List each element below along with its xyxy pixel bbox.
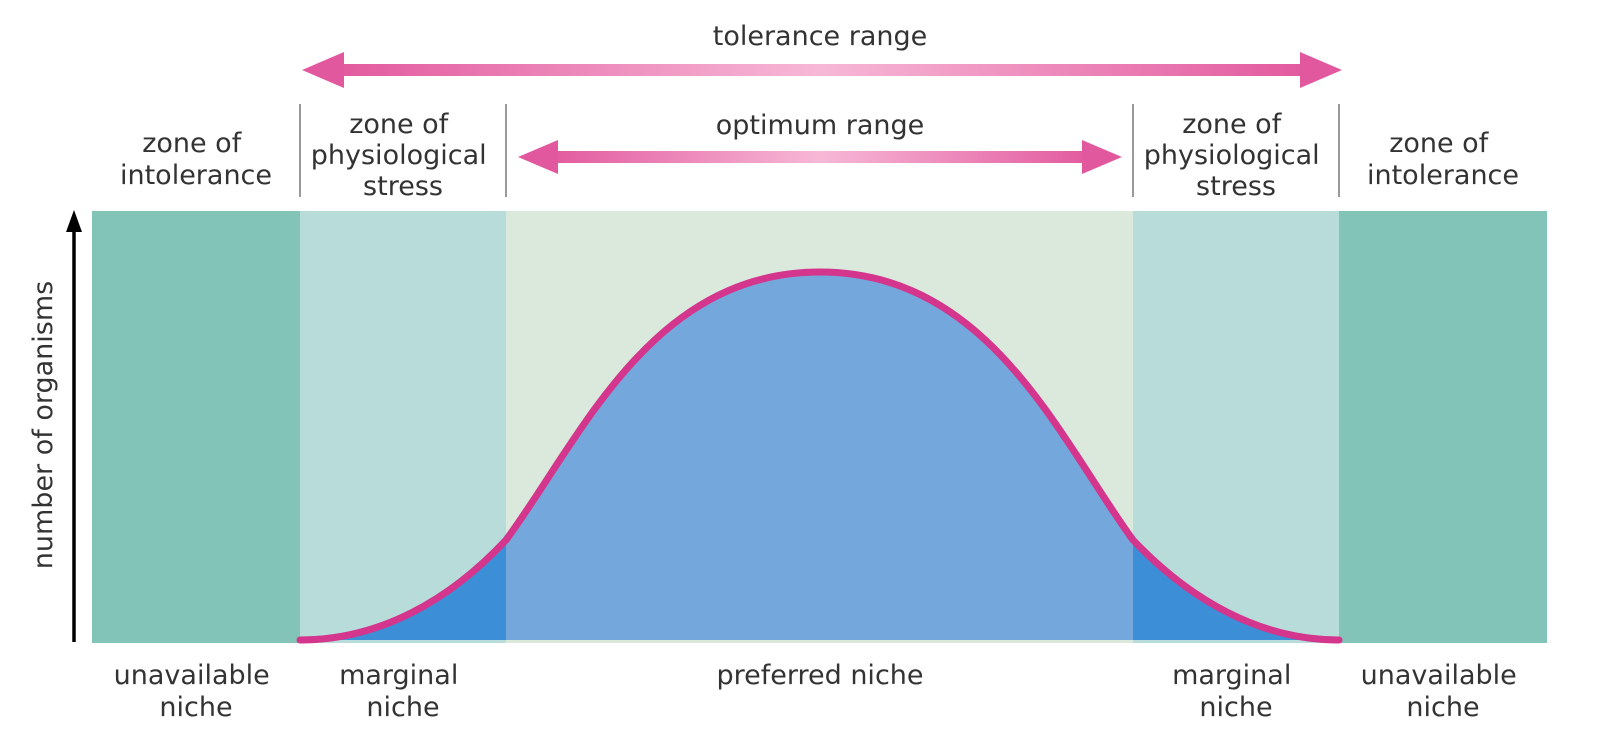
population-curve-area bbox=[300, 272, 1339, 640]
population-curve bbox=[296, 268, 1343, 644]
left-intolerance-band bbox=[92, 211, 300, 643]
left-stress-label: zone of physiological stress bbox=[311, 109, 495, 202]
left-unavailable-niche-label: unavailable niche bbox=[114, 660, 279, 723]
right-intolerance-band bbox=[1339, 211, 1547, 643]
preferred-niche-label: preferred niche bbox=[716, 660, 923, 691]
optimum-range-label: optimum range bbox=[716, 110, 925, 141]
tolerance-range-label: tolerance range bbox=[713, 21, 928, 52]
left-marginal-niche-label: marginal niche bbox=[339, 660, 467, 723]
right-stress-label: zone of physiological stress bbox=[1144, 109, 1328, 202]
right-marginal-niche-label: marginal niche bbox=[1172, 660, 1300, 723]
y-axis-label: number of organisms bbox=[28, 281, 59, 569]
y-axis-arrowhead bbox=[66, 210, 82, 232]
optimum-range-arrow bbox=[518, 140, 1122, 174]
right-marginal-fill bbox=[1133, 540, 1339, 640]
left-marginal-fill bbox=[300, 540, 506, 640]
right-intolerance-label: zone of intolerance bbox=[1367, 128, 1519, 191]
right-unavailable-niche-label: unavailable niche bbox=[1361, 660, 1526, 723]
left-intolerance-label: zone of intolerance bbox=[120, 128, 272, 191]
tolerance-range-arrow bbox=[302, 52, 1342, 88]
